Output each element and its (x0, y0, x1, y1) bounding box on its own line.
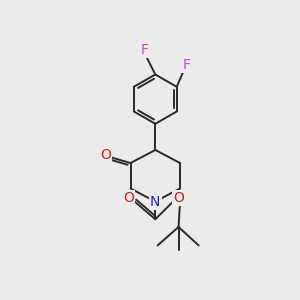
Text: F: F (182, 58, 190, 72)
Text: O: O (124, 191, 134, 205)
Text: O: O (100, 148, 111, 162)
Text: N: N (150, 195, 160, 208)
Text: F: F (140, 43, 148, 57)
Text: O: O (173, 191, 184, 205)
